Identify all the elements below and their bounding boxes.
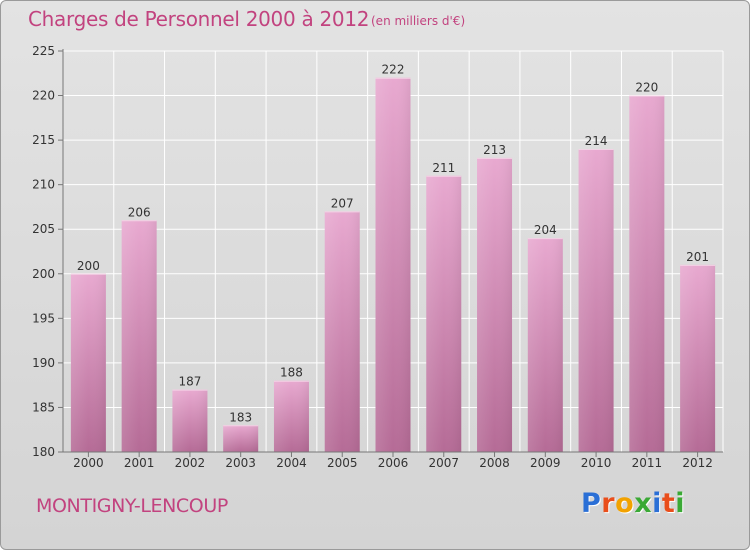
logo-letter: t <box>661 488 676 519</box>
logo-letter: r <box>601 488 616 519</box>
bar-shine <box>273 380 309 452</box>
y-tick-label: 200 <box>32 267 55 281</box>
x-tick-label: 2006 <box>378 456 409 470</box>
bar-value-label: 222 <box>382 63 405 77</box>
bar-shine <box>629 95 665 453</box>
logo-letter: x <box>634 488 653 519</box>
commune-name: MONTIGNY-LENCOUP <box>36 495 228 517</box>
x-tick-label: 2011 <box>632 456 663 470</box>
bar-shine <box>172 389 208 452</box>
proxiti-logo[interactable]: Proxiti <box>581 488 685 519</box>
y-tick-label: 210 <box>32 178 55 192</box>
bar-shine <box>578 149 614 452</box>
x-tick-label: 2001 <box>124 456 155 470</box>
bar-value-label: 183 <box>229 410 252 424</box>
bar-value-label: 220 <box>635 81 658 95</box>
bar-shine <box>426 175 462 452</box>
x-tick-label: 2002 <box>175 456 206 470</box>
bar-shine <box>477 157 513 452</box>
bar-shine <box>324 211 360 452</box>
y-tick-label: 205 <box>32 222 55 236</box>
bar-shine <box>527 238 563 452</box>
bar-value-label: 200 <box>77 259 100 273</box>
bar-shine <box>121 220 157 452</box>
x-tick-label: 2007 <box>428 456 459 470</box>
bars-layer: 200 206 187 183 188 207 222 211 213 204 214 220 201 <box>70 63 716 453</box>
y-tick-label: 180 <box>32 445 55 459</box>
bar-value-label: 201 <box>686 250 709 264</box>
bar-shine <box>70 273 106 452</box>
logo-letter: i <box>652 488 662 519</box>
bar-value-label: 211 <box>432 161 455 175</box>
bar-value-label: 204 <box>534 223 557 237</box>
chart-title: Charges de Personnel 2000 à 2012 <box>28 7 370 31</box>
logo-letter: o <box>615 488 635 519</box>
bar-value-label: 207 <box>331 196 354 210</box>
logo-letter: P <box>581 488 602 519</box>
bar-shine <box>223 425 259 452</box>
y-tick-label: 190 <box>32 356 55 370</box>
chart-unit: (en milliers d'€) <box>371 14 466 28</box>
x-tick-label: 2008 <box>479 456 510 470</box>
x-tick-label: 2003 <box>225 456 256 470</box>
axis-layer: 180 185 190 195 200 205 210 215 220 225 2000 2001 20… <box>32 44 723 470</box>
bar-shine <box>375 77 411 452</box>
x-tick-label: 2010 <box>581 456 612 470</box>
bar-shine <box>680 264 716 452</box>
bar-value-label: 206 <box>128 205 151 219</box>
bar-value-label: 213 <box>483 143 506 157</box>
x-tick-label: 2012 <box>682 456 713 470</box>
y-tick-label: 215 <box>32 133 55 147</box>
x-tick-label: 2000 <box>73 456 104 470</box>
y-tick-label: 185 <box>32 400 55 414</box>
x-tick-label: 2004 <box>276 456 307 470</box>
x-tick-label: 2009 <box>530 456 561 470</box>
bar-value-label: 214 <box>585 134 608 148</box>
logo-letter: i <box>675 488 686 519</box>
y-tick-label: 225 <box>32 44 55 58</box>
bar-value-label: 187 <box>178 375 201 389</box>
bar-value-label: 188 <box>280 366 303 380</box>
y-tick-label: 220 <box>32 89 55 103</box>
x-tick-label: 2005 <box>327 456 358 470</box>
y-tick-label: 195 <box>32 311 55 325</box>
